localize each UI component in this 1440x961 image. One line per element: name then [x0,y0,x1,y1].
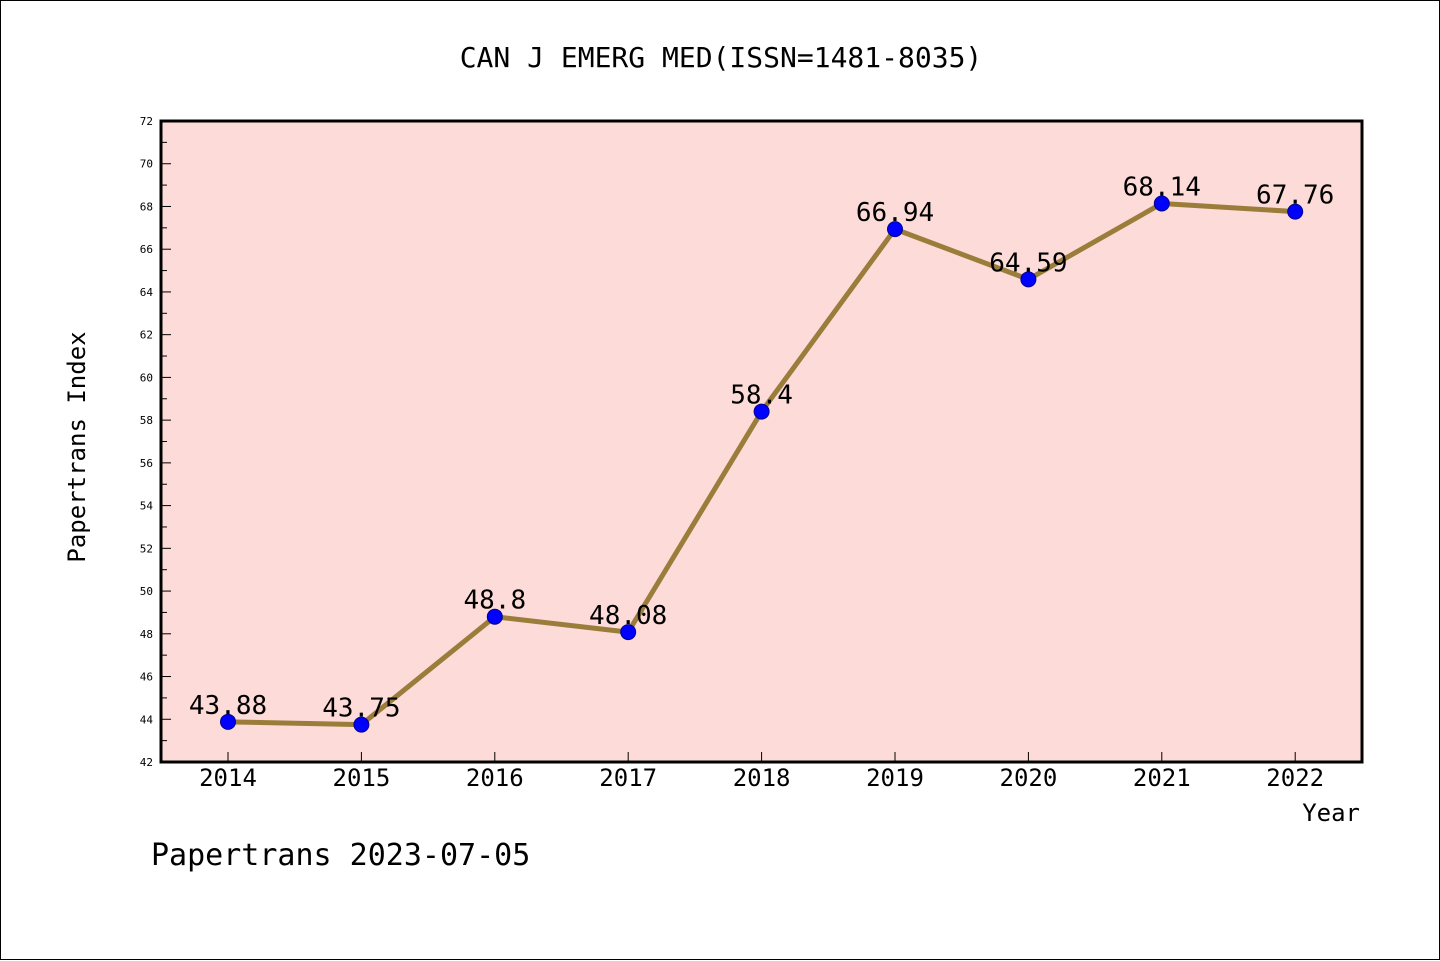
data-label: 43.75 [322,694,400,724]
data-point [620,624,637,641]
y-tick-label: 44 [140,713,154,726]
y-tick-label: 70 [140,158,153,171]
plot-area [159,119,1364,764]
y-tick-label: 54 [140,500,154,513]
y-tick-label: 46 [140,671,153,684]
y-tick-label: 62 [140,329,153,342]
series-layer: 43.88 43.75 48.8 48.08 58.4 66.94 64.59 68.14 67… [189,172,1334,733]
x-tick-label: 2017 [599,764,657,792]
data-point [220,713,236,730]
x-tick-label: 2021 [1133,764,1191,792]
data-point [1287,203,1304,220]
y-tick-label: 56 [140,457,153,470]
y-tick-label: 48 [140,628,153,641]
data-label: 48.08 [589,601,667,631]
chart-title: CAN J EMERG MED(ISSN=1481-8035) [460,41,983,74]
x-tick-label: 2022 [1266,764,1324,792]
y-axis: 42 44 46 48 50 52 54 56 58 60 62 64 66 68 70 72 [140,115,171,769]
data-label: 66.94 [856,198,934,228]
x-tick-label: 2014 [199,764,257,792]
data-point [353,716,370,733]
data-label: 68.14 [1123,172,1201,202]
footer-credit: Papertrans 2023-07-05 [151,838,530,873]
x-tick-label: 2018 [733,764,791,792]
data-point [1020,271,1037,288]
data-label: 58.4 [730,381,793,411]
y-axis-title: Papertrans Index [63,331,91,562]
y-tick-label: 64 [140,286,154,299]
y-tick-label: 58 [140,414,153,427]
data-label: 64.59 [989,248,1067,278]
y-tick-label: 50 [140,585,153,598]
x-axis: 2014 2015 2016 2017 2018 2019 2020 2021 2022 [199,752,1324,792]
x-tick-label: 2019 [866,764,924,792]
x-axis-title: Year [1302,799,1360,827]
data-point [1153,195,1170,212]
y-tick-label: 60 [140,371,153,384]
x-tick-label: 2015 [333,764,391,792]
data-point [887,221,903,238]
data-label: 67.76 [1256,181,1334,211]
data-label: 43.88 [189,691,267,721]
y-tick-label: 52 [140,542,153,555]
y-tick-label: 42 [140,756,153,769]
data-point [486,608,503,625]
x-tick-label: 2020 [1000,764,1058,792]
y-tick-label: 72 [140,115,153,128]
x-tick-label: 2016 [466,764,524,792]
data-point [753,403,770,420]
y-tick-label: 66 [140,243,153,256]
data-label: 48.8 [463,586,526,616]
y-tick-label: 68 [140,200,153,213]
